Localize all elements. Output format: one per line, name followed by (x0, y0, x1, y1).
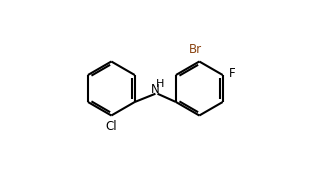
Text: H: H (156, 79, 165, 89)
Text: Br: Br (188, 43, 202, 56)
Text: N: N (151, 83, 159, 96)
Text: F: F (229, 67, 236, 80)
Text: Cl: Cl (106, 120, 117, 133)
